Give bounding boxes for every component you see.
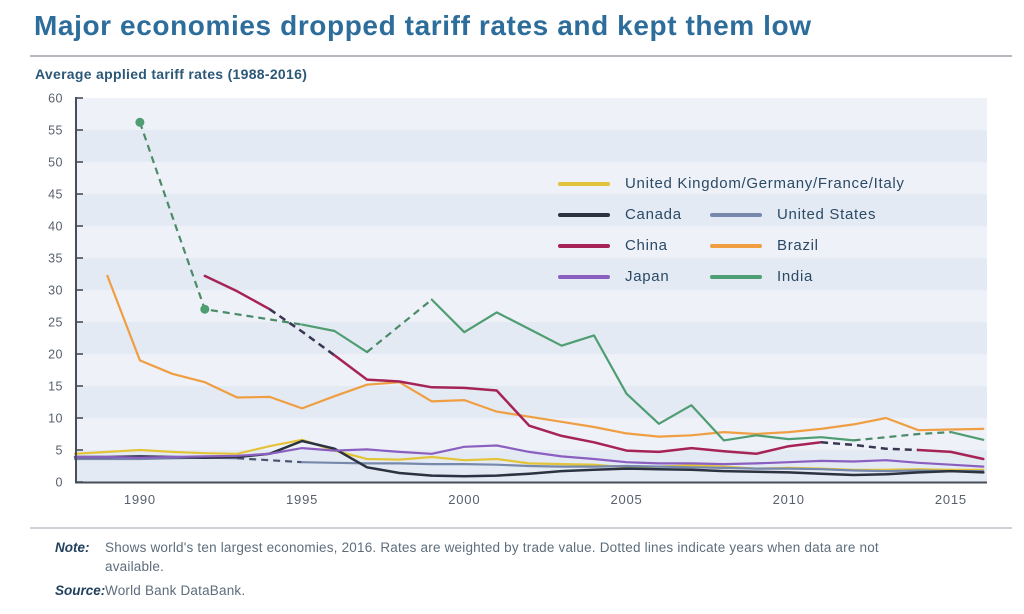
plot-band bbox=[75, 194, 987, 226]
series-marker-india bbox=[200, 304, 210, 314]
source-label: Source: bbox=[55, 583, 106, 598]
y-tick-label: 20 bbox=[48, 348, 63, 362]
series-line-india-dashed bbox=[853, 431, 951, 442]
x-tick-label: 2015 bbox=[935, 492, 967, 507]
legend-label: Brazil bbox=[777, 237, 819, 254]
x-tick-label: 1995 bbox=[286, 492, 318, 507]
y-tick-label: 15 bbox=[48, 380, 63, 394]
page-title: Major economies dropped tariff rates and… bbox=[34, 10, 812, 41]
legend-label: United States bbox=[777, 206, 877, 223]
tariff-line-chart: 0 5 10 15 20 25 30 35 40 45 50 55 60 1990 1995 2000 2005… bbox=[48, 92, 987, 507]
series-line-china bbox=[917, 448, 985, 461]
legend-row: United Kingdom/Germany/France/Italy bbox=[558, 168, 905, 199]
series-line-india bbox=[301, 323, 369, 354]
legend-swatch-icon bbox=[710, 212, 762, 217]
legend-item-canada: Canada bbox=[558, 206, 710, 223]
legend-swatch-icon bbox=[558, 212, 610, 217]
series-line-brazil bbox=[106, 274, 985, 438]
legend-item-japan: Japan bbox=[558, 268, 710, 285]
legend-item-brazil: Brazil bbox=[710, 237, 819, 254]
series-line-united-states-dashed bbox=[237, 457, 303, 464]
x-tick-label: 2000 bbox=[448, 492, 480, 507]
legend-swatch-icon bbox=[558, 181, 610, 186]
chart-legend: United Kingdom/Germany/France/Italy Canad… bbox=[558, 168, 905, 292]
legend-swatch-icon bbox=[710, 274, 762, 279]
y-tick-label: 35 bbox=[48, 252, 63, 266]
series-line-india-dashed bbox=[138, 121, 303, 326]
y-tick-label: 60 bbox=[48, 92, 63, 106]
series-line-china bbox=[203, 274, 271, 311]
series-line-india bbox=[949, 431, 985, 441]
x-tick-label: 2010 bbox=[773, 492, 805, 507]
x-tick-label: 1990 bbox=[124, 492, 156, 507]
legend-swatch-icon bbox=[558, 243, 610, 248]
title-divider bbox=[30, 55, 1012, 57]
legend-item-india: India bbox=[710, 268, 813, 285]
footer-divider bbox=[30, 527, 1012, 529]
legend-swatch-icon bbox=[558, 274, 610, 279]
footnotes: Note: Shows world's ten largest economie… bbox=[55, 538, 1005, 600]
series-line-canada bbox=[73, 439, 985, 478]
plot-band bbox=[75, 162, 987, 194]
legend-item-united-states: United States bbox=[710, 206, 876, 223]
y-tick-label: 50 bbox=[48, 156, 63, 170]
plot-band bbox=[75, 98, 987, 130]
legend-item-uk-germany-france-italy: United Kingdom/Germany/France/Italy bbox=[558, 175, 905, 192]
legend-label: India bbox=[777, 268, 814, 285]
legend-label: China bbox=[625, 237, 668, 254]
note-label: Note: bbox=[55, 540, 90, 555]
legend-item-china: China bbox=[558, 237, 710, 254]
series-line-china bbox=[333, 354, 823, 456]
legend-label: Canada bbox=[625, 206, 682, 223]
legend-label: Japan bbox=[625, 268, 670, 285]
source-text: World Bank DataBank. bbox=[105, 583, 246, 598]
legend-label: United Kingdom/Germany/France/Italy bbox=[625, 175, 905, 192]
y-tick-label: 0 bbox=[56, 476, 63, 490]
y-tick-label: 5 bbox=[56, 444, 63, 458]
series-line-china-dashed bbox=[268, 308, 336, 357]
y-tick-label: 40 bbox=[48, 220, 63, 234]
y-tick-label: 45 bbox=[48, 188, 63, 202]
series-line-united-states bbox=[301, 461, 985, 473]
series-line-japan bbox=[73, 444, 985, 468]
legend-row: Japan India bbox=[558, 261, 905, 292]
x-tick-label: 2005 bbox=[610, 492, 642, 507]
plot-band bbox=[75, 386, 987, 418]
series-line-china-dashed bbox=[821, 441, 919, 452]
plot-band bbox=[75, 258, 987, 290]
legend-row: China Brazil bbox=[558, 230, 905, 261]
note-text: Shows world's ten largest economies, 201… bbox=[105, 540, 879, 574]
y-tick-label: 30 bbox=[48, 284, 63, 298]
y-tick-label: 25 bbox=[48, 316, 63, 330]
legend-row: Canada United States bbox=[558, 199, 905, 230]
y-tick-label: 10 bbox=[48, 412, 63, 426]
plot-band bbox=[75, 226, 987, 258]
plot-band bbox=[75, 418, 987, 450]
plot-band bbox=[75, 322, 987, 354]
chart-canvas: 0 5 10 15 20 25 30 35 40 45 50 55 60 1990 1995 2000 2005… bbox=[48, 92, 987, 507]
plot-band bbox=[75, 130, 987, 162]
series-marker-india bbox=[135, 117, 145, 127]
chart-subtitle: Average applied tariff rates (1988-2016) bbox=[35, 66, 308, 82]
series-line-india bbox=[430, 298, 855, 442]
legend-swatch-icon bbox=[710, 243, 762, 248]
y-tick-label: 55 bbox=[48, 124, 63, 138]
plot-band bbox=[75, 354, 987, 386]
series-line-india-dashed bbox=[366, 298, 433, 353]
plot-band bbox=[75, 290, 987, 322]
